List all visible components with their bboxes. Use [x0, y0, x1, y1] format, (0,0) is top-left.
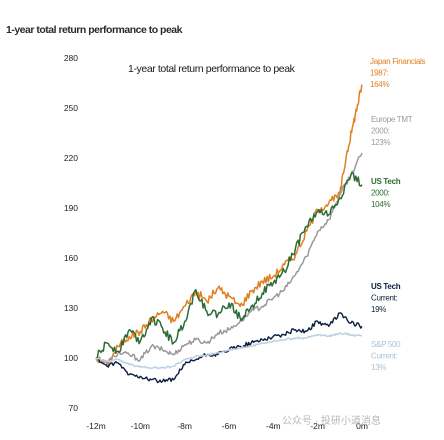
- page-title: 1-year total return performance to peak: [6, 24, 182, 36]
- series-label-japan-financials: 164%: [370, 80, 389, 89]
- series-line-us-tech-current: [95, 312, 363, 384]
- series-label-us-tech-2000: 2000:: [371, 189, 390, 198]
- chart-title: 1-year total return performance to peak: [128, 63, 296, 75]
- series-label-japan-financials: 1987:: [370, 69, 389, 78]
- series-label-us-tech-current: 19%: [371, 305, 386, 314]
- y-tick-label: 70: [69, 403, 79, 413]
- x-tick-label: -6m: [222, 421, 237, 431]
- y-tick-label: 160: [64, 253, 78, 263]
- x-axis: -12m -10m -8m -6m -4m -2m 0m: [86, 421, 368, 431]
- series-label-us-tech-current: US Tech: [371, 282, 401, 291]
- series-label-europe-tmt: Europe TMT: [371, 115, 413, 124]
- x-tick-label: -12m: [86, 421, 105, 431]
- series-label-sp500-current: Current:: [371, 352, 398, 361]
- x-tick-label: -4m: [266, 421, 281, 431]
- series-layer: [95, 84, 363, 384]
- series-line-sp500-current: [95, 332, 363, 370]
- series-line-europe-tmt: [95, 152, 363, 364]
- y-tick-label: 250: [64, 103, 78, 113]
- x-tick-label: 0m: [356, 421, 368, 431]
- y-axis: 70 100 130 160 190 220 250 280: [64, 53, 78, 413]
- y-tick-label: 130: [64, 303, 78, 313]
- x-tick-label: -8m: [177, 421, 192, 431]
- y-tick-label: 280: [64, 53, 78, 63]
- series-label-japan-financials: Japan Financials: [370, 57, 426, 66]
- series-label-us-tech-2000: US Tech: [371, 177, 401, 186]
- watermark: 公众号 · 投研小道消息: [282, 416, 381, 427]
- series-label-us-tech-2000: 104%: [371, 200, 390, 209]
- series-line-us-tech-2000: [95, 172, 363, 360]
- y-tick-label: 100: [64, 353, 78, 363]
- y-tick-label: 220: [64, 153, 78, 163]
- series-label-sp500-current: 13%: [371, 363, 386, 372]
- y-tick-label: 190: [64, 203, 78, 213]
- series-label-europe-tmt: 2000:: [371, 127, 390, 136]
- series-line-japan-financials: [95, 84, 363, 367]
- series-labels: Japan Financials 1987: 164% Europe TMT 2000:…: [370, 57, 426, 372]
- series-label-sp500-current: S&P 500: [371, 340, 401, 349]
- series-label-us-tech-current: Current:: [371, 294, 398, 303]
- x-tick-label: -2m: [310, 421, 325, 431]
- series-label-europe-tmt: 123%: [371, 138, 390, 147]
- x-tick-label: -10m: [131, 421, 150, 431]
